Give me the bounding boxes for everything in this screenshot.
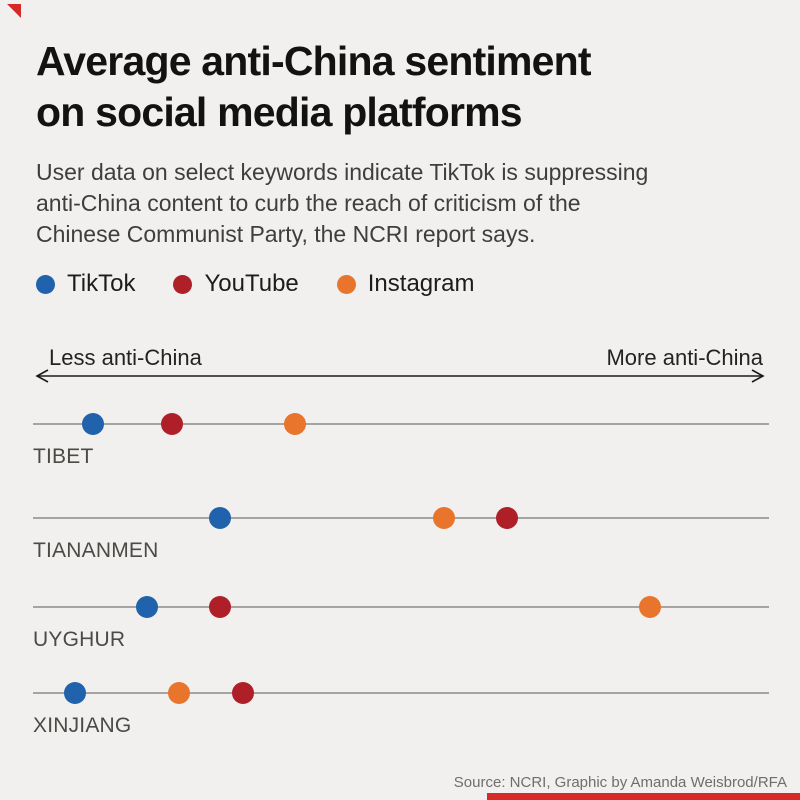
row-label: XINJIANG — [33, 714, 132, 737]
dot-tiananmen-tiktok — [208, 507, 231, 529]
legend-item-instagram: Instagram — [336, 270, 475, 298]
plot-row-tiananmen: TIANANMEN — [0, 507, 800, 567]
axis-arrow-icon — [35, 369, 765, 383]
legend-dot-icon — [36, 274, 55, 294]
dot-xinjiang-tiktok — [63, 682, 86, 704]
plot-row-tibet: TIBET — [0, 413, 800, 473]
legend-label: Instagram — [367, 270, 475, 297]
page-title: Average anti-China sentiment on social m… — [36, 36, 766, 138]
plot-row-xinjiang: XINJIANG — [0, 682, 800, 742]
axis-label-less: Less anti-China — [49, 345, 202, 370]
legend-dot-icon — [173, 274, 193, 294]
dot-tibet-instagram — [284, 413, 307, 435]
page-title-line-1: Average anti-China sentiment — [36, 38, 592, 84]
legend: TikTok YouTube Instagram — [36, 270, 474, 298]
row-label: TIBET — [33, 445, 94, 468]
dot-uyghur-youtube — [208, 596, 231, 618]
subtitle-line-2: anti-China content to curb the reach of … — [36, 190, 581, 216]
row-label: UYGHUR — [33, 628, 126, 651]
subtitle: User data on select keywords indicate Ti… — [36, 157, 756, 250]
dot-xinjiang-instagram — [167, 682, 190, 704]
row-label: TIANANMEN — [33, 539, 159, 562]
row-axis-line — [33, 517, 769, 519]
dot-tiananmen-instagram — [432, 507, 455, 529]
source-credit: Source: NCRI, Graphic by Amanda Weisbrod… — [453, 774, 787, 791]
dot-tiananmen-youtube — [495, 507, 518, 529]
dot-xinjiang-youtube — [231, 682, 254, 704]
legend-dot-icon — [336, 274, 356, 294]
subtitle-line-3: Chinese Communist Party, the NCRI report… — [36, 221, 536, 247]
legend-label: TikTok — [67, 270, 136, 297]
dot-uyghur-tiktok — [136, 596, 159, 618]
legend-item-tiktok: TikTok — [36, 270, 135, 298]
row-axis-line — [33, 692, 769, 694]
subtitle-line-1: User data on select keywords indicate Ti… — [36, 159, 649, 185]
dot-tibet-youtube — [161, 413, 184, 435]
dot-uyghur-instagram — [638, 596, 661, 618]
page-title-line-2: on social media platforms — [36, 89, 523, 135]
dot-tibet-tiktok — [82, 413, 105, 435]
legend-item-youtube: YouTube — [173, 270, 299, 298]
row-axis-line — [33, 606, 769, 608]
row-axis-line — [33, 423, 769, 425]
red-bottom-bar — [487, 793, 800, 800]
axis-labels: Less anti-China More anti-China — [49, 345, 763, 371]
plot-row-uyghur: UYGHUR — [0, 596, 800, 656]
legend-label: YouTube — [204, 270, 299, 297]
axis-label-more: More anti-China — [606, 345, 763, 370]
